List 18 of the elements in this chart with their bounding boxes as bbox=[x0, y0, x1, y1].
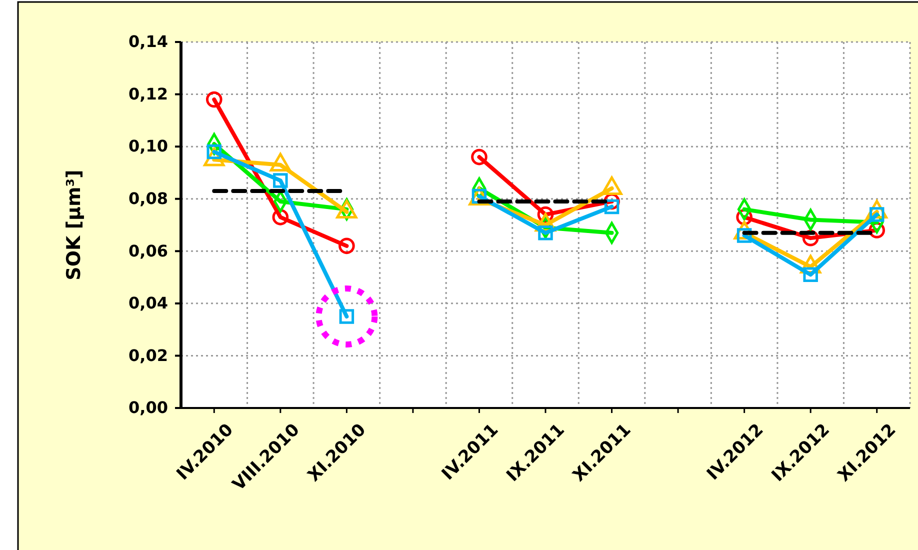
point bbox=[206, 91, 222, 108]
y-tick-label: 0,10 bbox=[128, 136, 168, 156]
point bbox=[339, 309, 354, 324]
y-tick-label: 0,02 bbox=[128, 346, 168, 365]
point bbox=[273, 173, 288, 188]
y-tick-label: 0,08 bbox=[128, 188, 168, 208]
point bbox=[604, 199, 620, 214]
y-tick-label: 0,04 bbox=[128, 294, 168, 313]
point bbox=[538, 225, 553, 240]
point bbox=[272, 209, 289, 226]
point bbox=[803, 267, 818, 282]
y-tick-label: 0,12 bbox=[128, 84, 168, 104]
point bbox=[471, 148, 488, 166]
y-axis-title: SOK [µm³] bbox=[63, 170, 85, 280]
y-tick-label: 0,06 bbox=[128, 241, 168, 260]
y-tick-label: 0,14 bbox=[128, 32, 168, 52]
y-tick-label: 0,00 bbox=[128, 398, 168, 418]
point bbox=[338, 238, 355, 254]
